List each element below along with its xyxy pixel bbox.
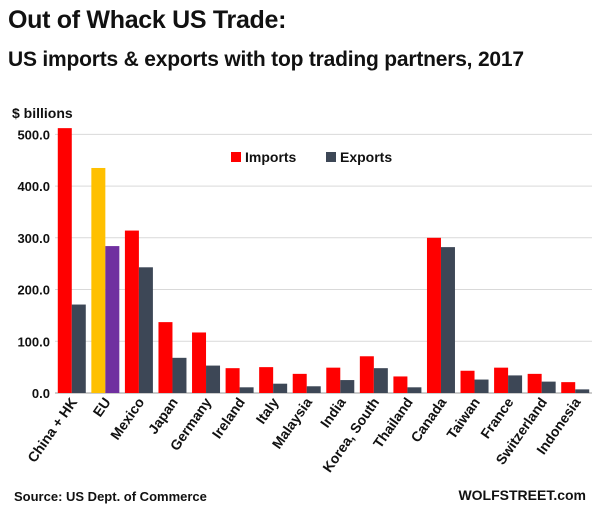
- exports-bar: [138, 267, 153, 393]
- exports-bar: [306, 386, 321, 393]
- imports-bar: [393, 376, 408, 393]
- exports-bar: [440, 247, 455, 393]
- exports-bar: [71, 304, 86, 393]
- imports-bar: [292, 373, 307, 393]
- y-axis-ticks: 0.0 100.0 200.0 300.0 400.0 500.0: [17, 127, 50, 401]
- x-tick-label: Taiwan: [443, 395, 483, 442]
- exports-bar: [407, 387, 422, 393]
- exports-bar: [273, 383, 288, 393]
- legend-imports-label: Imports: [245, 149, 297, 165]
- x-tick-label: China + HK: [24, 395, 80, 466]
- y-tick-label: 300.0: [17, 231, 50, 246]
- exports-bar: [105, 246, 120, 393]
- legend-exports-label: Exports: [340, 149, 392, 165]
- y-tick-label: 400.0: [17, 179, 50, 194]
- imports-bar: [359, 356, 374, 393]
- exports-bar: [340, 380, 355, 393]
- exports-bar: [474, 379, 489, 393]
- x-tick-label: India: [317, 394, 349, 430]
- brand-label: WOLFSTREET.com: [458, 487, 586, 503]
- imports-bar: [225, 368, 240, 393]
- source-note: Source: US Dept. of Commerce: [14, 489, 207, 504]
- y-axis-label: $ billions: [12, 105, 73, 121]
- imports-bar: [426, 237, 441, 393]
- imports-bar: [91, 167, 106, 393]
- exports-bar: [206, 365, 221, 393]
- imports-bar: [527, 373, 542, 393]
- imports-bar: [259, 367, 274, 393]
- x-tick-label: Ireland: [209, 395, 248, 442]
- imports-bar: [124, 230, 139, 393]
- x-tick-label: Mexico: [107, 395, 147, 443]
- exports-bar: [172, 357, 187, 393]
- bars: [57, 128, 590, 393]
- x-tick-label: Italy: [252, 394, 281, 426]
- exports-bar: [373, 368, 388, 393]
- imports-bar: [460, 370, 475, 393]
- exports-bar: [239, 387, 254, 393]
- y-tick-label: 100.0: [17, 334, 50, 349]
- exports-bar: [575, 389, 590, 393]
- y-tick-label: 500.0: [17, 127, 50, 142]
- legend: Imports Exports: [231, 149, 392, 165]
- exports-bar: [508, 375, 523, 393]
- imports-bar: [326, 367, 341, 393]
- x-tick-label: EU: [90, 395, 114, 420]
- y-tick-label: 0.0: [32, 386, 50, 401]
- exports-bar: [541, 381, 556, 393]
- imports-bar: [158, 322, 173, 393]
- x-tick-label: Canada: [407, 394, 449, 445]
- y-tick-label: 200.0: [17, 283, 50, 298]
- chart-title: Out of Whack US Trade:: [8, 6, 287, 34]
- legend-exports-swatch: [326, 152, 336, 162]
- legend-imports-swatch: [231, 152, 241, 162]
- chart-subtitle: US imports & exports with top trading pa…: [8, 48, 524, 71]
- imports-bar: [192, 332, 207, 393]
- imports-bar: [561, 382, 576, 393]
- imports-bar: [57, 128, 72, 393]
- imports-bar: [494, 367, 509, 393]
